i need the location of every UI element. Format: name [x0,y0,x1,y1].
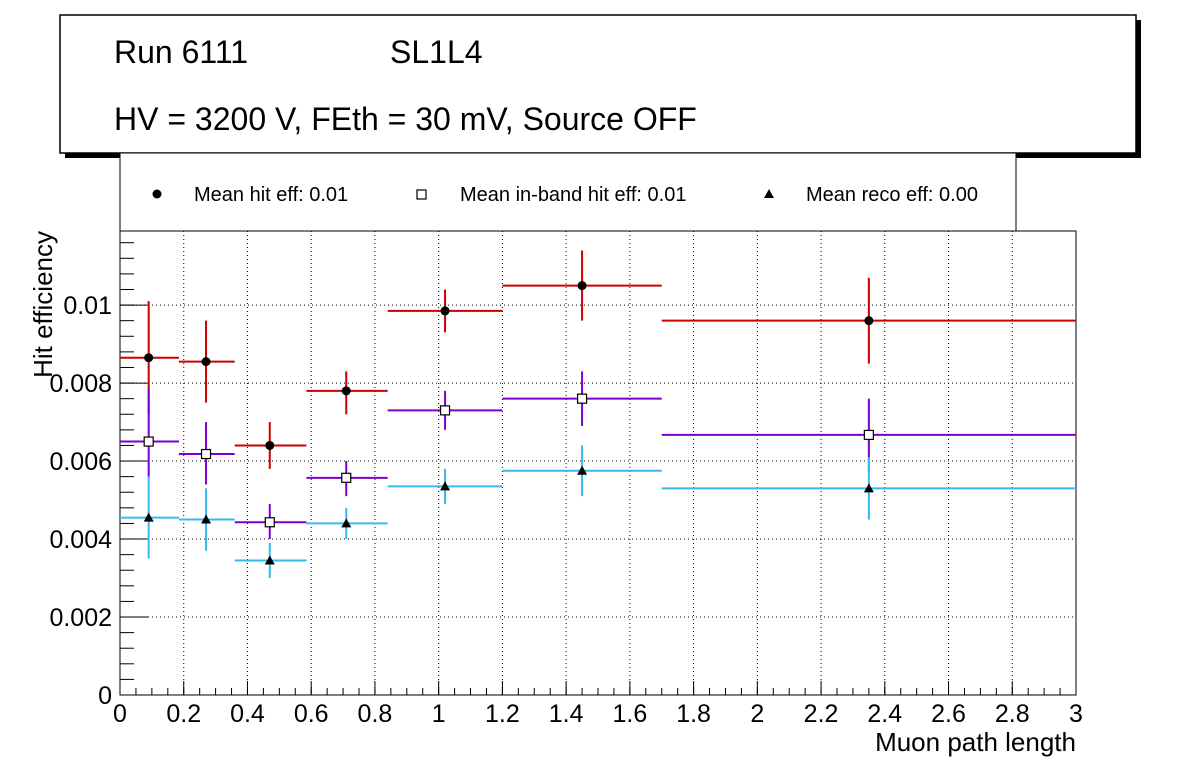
x-tick-label: 1.6 [612,700,647,728]
y-axis: 0 0.002 0.004 0.006 0.008 0.01 [49,242,148,710]
legend: Mean hit eff: 0.01 Mean in-band hit eff:… [152,184,978,206]
plot-area [119,230,1077,696]
x-tick-label: 3 [1069,700,1083,728]
data-point [201,357,211,367]
data-point [143,512,154,522]
x-tick-label: 0.8 [358,700,393,728]
legend-label-hit-eff: Mean hit eff: 0.01 [194,184,348,206]
x-tick-label: 0.4 [230,700,265,728]
series-2 [120,445,1076,579]
y-axis-label: Hit efficiency [28,231,58,378]
legend-marker-hit-eff [152,189,162,199]
x-tick-label: 0.2 [166,700,201,728]
legend-marker-reco-eff [764,189,774,198]
data-point [440,481,451,491]
x-axis-label: Muon path length [875,727,1076,757]
x-tick-label: 2.4 [867,700,902,728]
y-tick-label: 0.002 [49,604,112,632]
conditions-label: HV = 3200 V, FEth = 30 mV, Source OFF [114,101,697,137]
title-box [59,14,1137,154]
data-point [864,316,874,326]
series [120,250,1076,579]
data-point [265,440,275,450]
data-point [201,514,212,524]
y-tick-label: 0.004 [49,526,112,554]
x-tick-label: 1.8 [676,700,711,728]
data-point [577,465,588,475]
x-axis: 0 0.2 0.4 0.6 0.8 1 1.2 1.4 1.6 1.8 2 2.2 2.4 2.6 2.8 3 [113,681,1083,728]
data-point [200,448,212,460]
x-tick-label: 1.2 [485,700,520,728]
y-tick-label: 0.006 [49,448,112,476]
x-tick-label: 0.6 [294,700,329,728]
data-point [341,518,352,528]
grid [120,231,1076,695]
x-tick-label: 1.4 [549,700,584,728]
x-tick-label: 0 [113,700,127,728]
run-label: Run 6111 [114,34,248,70]
y-tick-label: 0.008 [49,370,112,398]
legend-label-inband-eff: Mean in-band hit eff: 0.01 [460,184,686,206]
x-tick-label: 2 [750,700,764,728]
data-point [341,472,352,483]
data-point [576,393,588,404]
y-tick-label: 0 [98,682,112,710]
data-point [439,405,451,416]
series-0 [120,250,1076,469]
data-point [440,306,450,316]
legend-box [119,152,1017,232]
y-tick-label: 0.01 [63,292,112,320]
x-tick-label: 1 [432,700,446,728]
x-tick-label: 2.8 [995,700,1030,728]
data-point [863,429,874,441]
legend-marker-inband-eff [416,189,427,200]
x-tick-label: 2.6 [931,700,966,728]
data-point [863,483,874,493]
data-point [264,517,275,528]
data-point [143,436,154,447]
data-point [341,386,351,396]
data-point [144,353,154,363]
legend-label-reco-eff: Mean reco eff: 0.00 [806,184,978,206]
series-1 [120,371,1076,540]
x-tick-label: 2.2 [804,700,839,728]
layer-label: SL1L4 [390,34,483,70]
data-point [264,555,275,565]
data-point [577,281,587,291]
